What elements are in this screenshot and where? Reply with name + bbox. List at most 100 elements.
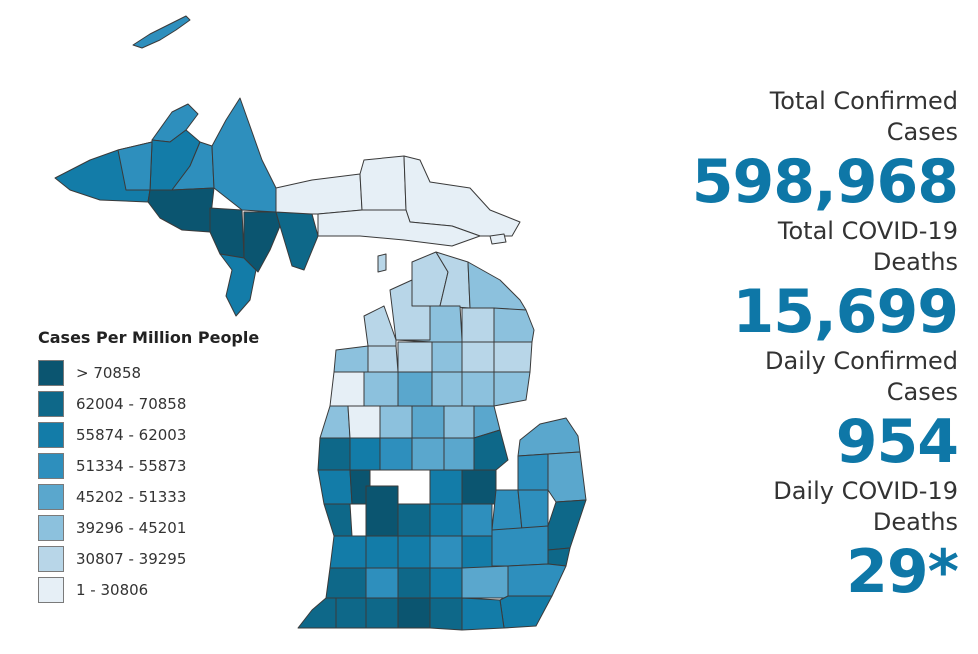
legend-swatch	[38, 545, 64, 572]
total-deaths-label: Total COVID-19 Deaths	[638, 216, 958, 278]
county-iosco	[493, 371, 531, 407]
legend-title: Cases Per Million People	[38, 328, 260, 347]
county-iron	[147, 187, 215, 233]
county-calhoun	[397, 567, 431, 599]
county-wexford	[363, 371, 399, 407]
county-montmorency	[461, 307, 495, 343]
county-alpena	[493, 307, 535, 343]
county-saginaw	[461, 469, 497, 505]
county-van-buren	[325, 567, 367, 599]
county-lake	[347, 405, 381, 439]
county-genesee	[491, 489, 523, 531]
county-macomb	[547, 547, 571, 567]
county-clinton	[429, 503, 463, 537]
county-midland	[443, 437, 475, 471]
county-jackson	[429, 567, 463, 599]
legend-label: 51334 - 55873	[76, 456, 187, 475]
drummond-island	[489, 233, 507, 245]
legend-swatch	[38, 421, 64, 448]
stat-label-line: Daily COVID-19	[773, 477, 958, 505]
county-kalkaska	[397, 341, 433, 373]
legend-item: 30807 - 39295	[38, 543, 288, 574]
stat-label-line: Cases	[886, 378, 958, 406]
county-oakland	[491, 525, 549, 567]
county-ogemaw	[461, 371, 495, 407]
county-benzie	[333, 345, 369, 373]
legend-item: 1 - 30806	[38, 574, 288, 605]
legend-item: > 70858	[38, 357, 288, 388]
stat-label-line: Cases	[886, 118, 958, 146]
daily-cases-label: Daily Confirmed Cases	[638, 346, 958, 408]
map-legend: Cases Per Million People > 70858 62004 -…	[38, 328, 288, 605]
county-washtenaw	[461, 565, 509, 599]
county-sanilac	[547, 451, 587, 503]
legend-swatch	[38, 359, 64, 386]
beaver-island	[377, 253, 387, 273]
county-hillsdale	[429, 597, 463, 631]
county-kalamazoo	[365, 567, 399, 599]
county-grand-traverse	[367, 345, 399, 373]
county-allegan	[329, 535, 367, 569]
county-berrien	[297, 597, 337, 629]
daily-deaths-value: 29*	[846, 537, 959, 607]
county-roscommon	[431, 371, 463, 407]
legend-swatch	[38, 576, 64, 603]
legend-label: 55874 - 62003	[76, 425, 187, 444]
county-crawford	[431, 341, 463, 373]
county-leelanau	[363, 305, 397, 347]
stat-label-line: Total COVID-19	[777, 217, 958, 245]
county-gladwin	[443, 405, 475, 439]
county-bay	[473, 429, 509, 471]
county-manistee	[329, 371, 365, 407]
daily-cases-value: 954	[835, 407, 959, 477]
county-mason	[319, 405, 351, 439]
county-muskegon	[317, 469, 353, 505]
legend-item: 62004 - 70858	[38, 388, 288, 419]
legend-swatch	[38, 390, 64, 417]
county-st-joseph	[365, 597, 399, 629]
county-osceola	[379, 405, 413, 439]
total-deaths-value: 15,699	[732, 277, 959, 347]
county-gratiot	[429, 469, 463, 505]
county-alger	[275, 211, 319, 271]
county-cass	[335, 597, 367, 629]
legend-item: 55874 - 62003	[38, 419, 288, 450]
stat-label-line: Deaths	[872, 508, 958, 536]
county-kent	[365, 485, 399, 537]
stats-panel: Total Confirmed Cases 598,968 Total COVI…	[638, 86, 959, 607]
county-ionia	[397, 503, 431, 537]
legend-swatch	[38, 514, 64, 541]
county-livingston	[461, 535, 493, 569]
county-dickinson	[209, 207, 245, 259]
legend-swatch	[38, 483, 64, 510]
county-ottawa	[323, 503, 353, 537]
county-mackinac	[317, 209, 481, 247]
legend-item: 45202 - 51333	[38, 481, 288, 512]
county-tuscola	[517, 453, 549, 491]
county-lenawee	[461, 597, 505, 631]
county-alcona	[493, 341, 533, 373]
county-shiawassee	[461, 503, 493, 537]
county-branch	[397, 597, 431, 629]
county-ingham	[429, 535, 463, 569]
legend-label: 1 - 30806	[76, 580, 149, 599]
county-clare	[411, 405, 445, 439]
county-missaukee	[397, 371, 433, 407]
stat-label-line: Total Confirmed	[769, 87, 958, 115]
legend-label: 30807 - 39295	[76, 549, 187, 568]
legend-label: 62004 - 70858	[76, 394, 187, 413]
county-monroe	[499, 595, 553, 629]
county-schoolcraft	[275, 173, 363, 215]
county-newaygo	[349, 437, 381, 471]
county-presque-isle	[467, 261, 527, 311]
county-mecosta	[379, 437, 413, 471]
stat-label-line: Daily Confirmed	[765, 347, 958, 375]
county-eaton	[397, 535, 431, 569]
county-st-clair	[547, 499, 587, 551]
county-delta	[243, 211, 281, 273]
county-luce	[359, 155, 407, 211]
legend-item: 39296 - 45201	[38, 512, 288, 543]
stat-label-line: Deaths	[872, 248, 958, 276]
county-marquette	[211, 97, 277, 213]
